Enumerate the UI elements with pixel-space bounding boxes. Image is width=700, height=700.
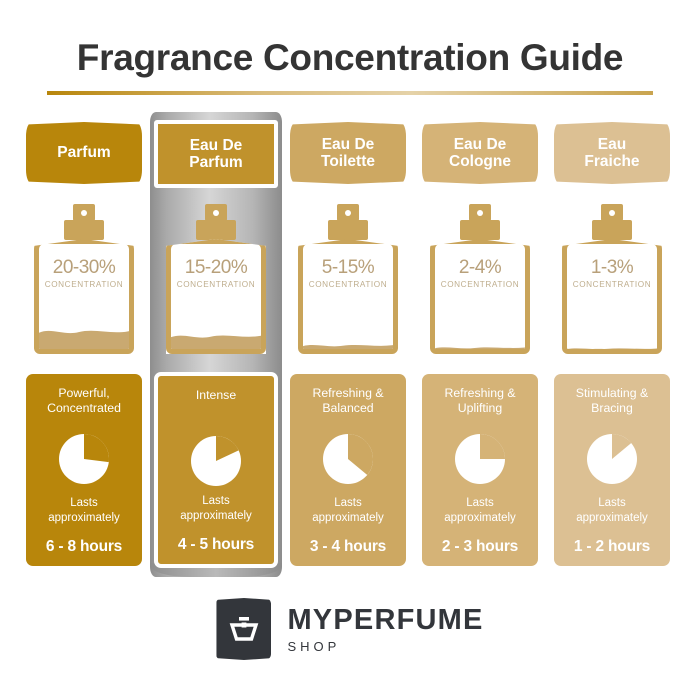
longevity-pie-chart-2 [189, 434, 243, 488]
bottle-sprayer-icon-5 [601, 204, 623, 221]
page-title: Fragrance Concentration Guide [76, 37, 624, 78]
bottle-liquid-1 [39, 297, 129, 349]
column-5: Eau Fraiche 1-3% CONCENTRATION Stimulatin… [546, 112, 678, 577]
category-name-4: Eau De Cologne [449, 135, 511, 170]
concentration-value-1: 20-30% [52, 257, 116, 278]
bottle-neck-3 [328, 220, 368, 240]
bottle-body-2: 15-20% CONCENTRATION [166, 239, 266, 354]
longevity-pie-chart-5 [585, 432, 639, 486]
perfume-basket-icon [216, 598, 272, 660]
sprayer-dot-2 [213, 209, 219, 216]
concentration-label-4: CONCENTRATION [440, 280, 520, 289]
concentration-label-2: CONCENTRATION [176, 280, 256, 289]
concentration-value-4: 2-4% [458, 257, 502, 278]
brand-logo: MYPERFUME SHOP [0, 598, 700, 660]
page-title-wrap: Fragrance Concentration Guide [0, 37, 700, 79]
description-card-4[interactable]: Refreshing & Uplifting Lasts approximately… [422, 374, 538, 566]
bottle-sprayer-icon-2 [205, 204, 227, 221]
sprayer-dot-3 [345, 209, 351, 216]
category-name-2: Eau De Parfum [189, 136, 243, 171]
concentration-value-3: 5-15% [321, 257, 375, 278]
bottle-liquid-3 [303, 319, 393, 349]
bottle-liquid-4 [435, 326, 525, 349]
bottle-1: 20-30% CONCENTRATION [30, 204, 138, 356]
concentration-value-5: 1-3% [590, 257, 634, 278]
bottle-5: 1-3% CONCENTRATION [558, 204, 666, 356]
bottle-body-1: 20-30% CONCENTRATION [34, 239, 134, 354]
lasts-label-3: Lasts approximately [312, 497, 384, 525]
category-badge-2[interactable]: Eau De Parfum [154, 120, 278, 188]
column-1: Parfum 20-30% CONCENTRATION Powerful, Con… [18, 112, 150, 577]
column-2: Eau De Parfum 15-20% CONCENTRATION Intens… [150, 112, 282, 577]
duration-2: 4 - 5 hours [177, 536, 255, 553]
duration-1: 6 - 8 hours [45, 538, 123, 555]
duration-3: 3 - 4 hours [309, 538, 387, 555]
logo-text: MYPERFUME SHOP [287, 603, 484, 654]
sprayer-dot-1 [81, 209, 87, 216]
sprayer-dot-5 [609, 209, 615, 216]
longevity-pie-chart-4 [453, 432, 507, 486]
description-card-2[interactable]: Intense Lasts approximately 4 - 5 hours [154, 372, 278, 568]
bottle-body-4: 2-4% CONCENTRATION [430, 239, 530, 354]
description-card-1[interactable]: Powerful, Concentrated Lasts approximately… [26, 374, 142, 566]
bottle-liquid-2 [171, 303, 261, 349]
duration-5: 1 - 2 hours [573, 538, 651, 555]
lasts-label-1: Lasts approximately [48, 497, 120, 525]
concentration-label-5: CONCENTRATION [572, 280, 652, 289]
bottle-sprayer-icon-3 [337, 204, 359, 221]
concentration-label-1: CONCENTRATION [44, 280, 124, 289]
title-divider [47, 91, 653, 95]
bottle-neck-4 [460, 220, 500, 240]
bottle-3: 5-15% CONCENTRATION [294, 204, 402, 356]
columns-container: Parfum 20-30% CONCENTRATION Powerful, Con… [0, 112, 700, 577]
bottle-neck-5 [592, 220, 632, 240]
category-badge-1[interactable]: Parfum [26, 122, 142, 184]
bottle-liquid-5 [567, 330, 657, 349]
descriptor-2: Intense [195, 388, 237, 402]
longevity-pie-chart-3 [321, 432, 375, 486]
descriptor-3: Refreshing & Balanced [312, 386, 384, 416]
description-card-5[interactable]: Stimulating & Bracing Lasts approximately … [554, 374, 670, 566]
logo-subtitle: SHOP [287, 638, 341, 654]
category-badge-4[interactable]: Eau De Cologne [422, 122, 538, 184]
duration-4: 2 - 3 hours [441, 538, 519, 555]
category-name-3: Eau De Toilette [321, 135, 375, 170]
lasts-label-5: Lasts approximately [576, 497, 648, 525]
bottle-sprayer-icon-4 [469, 204, 491, 221]
column-3: Eau De Toilette 5-15% CONCENTRATION Refre… [282, 112, 414, 577]
description-card-3[interactable]: Refreshing & Balanced Lasts approximately … [290, 374, 406, 566]
descriptor-5: Stimulating & Bracing [575, 386, 649, 416]
category-name-1: Parfum [57, 144, 111, 162]
lasts-label-2: Lasts approximately [180, 495, 252, 523]
bottle-neck-2 [196, 220, 236, 240]
bottle-sprayer-icon-1 [73, 204, 95, 221]
lasts-label-4: Lasts approximately [444, 497, 516, 525]
column-4: Eau De Cologne 2-4% CONCENTRATION Refresh… [414, 112, 546, 577]
bottle-4: 2-4% CONCENTRATION [426, 204, 534, 356]
category-name-5: Eau Fraiche [584, 135, 640, 170]
bottle-neck-1 [64, 220, 104, 240]
category-badge-3[interactable]: Eau De Toilette [290, 122, 406, 184]
descriptor-1: Powerful, Concentrated [47, 386, 121, 416]
logo-name: MYPERFUME [287, 603, 484, 636]
concentration-label-3: CONCENTRATION [308, 280, 388, 289]
bottle-body-3: 5-15% CONCENTRATION [298, 239, 398, 354]
bottle-body-5: 1-3% CONCENTRATION [562, 239, 662, 354]
longevity-pie-chart-1 [57, 432, 111, 486]
category-badge-5[interactable]: Eau Fraiche [554, 122, 670, 184]
bottle-2: 15-20% CONCENTRATION [162, 204, 270, 356]
concentration-value-2: 15-20% [184, 257, 248, 278]
sprayer-dot-4 [477, 209, 483, 216]
descriptor-4: Refreshing & Uplifting [444, 386, 516, 416]
